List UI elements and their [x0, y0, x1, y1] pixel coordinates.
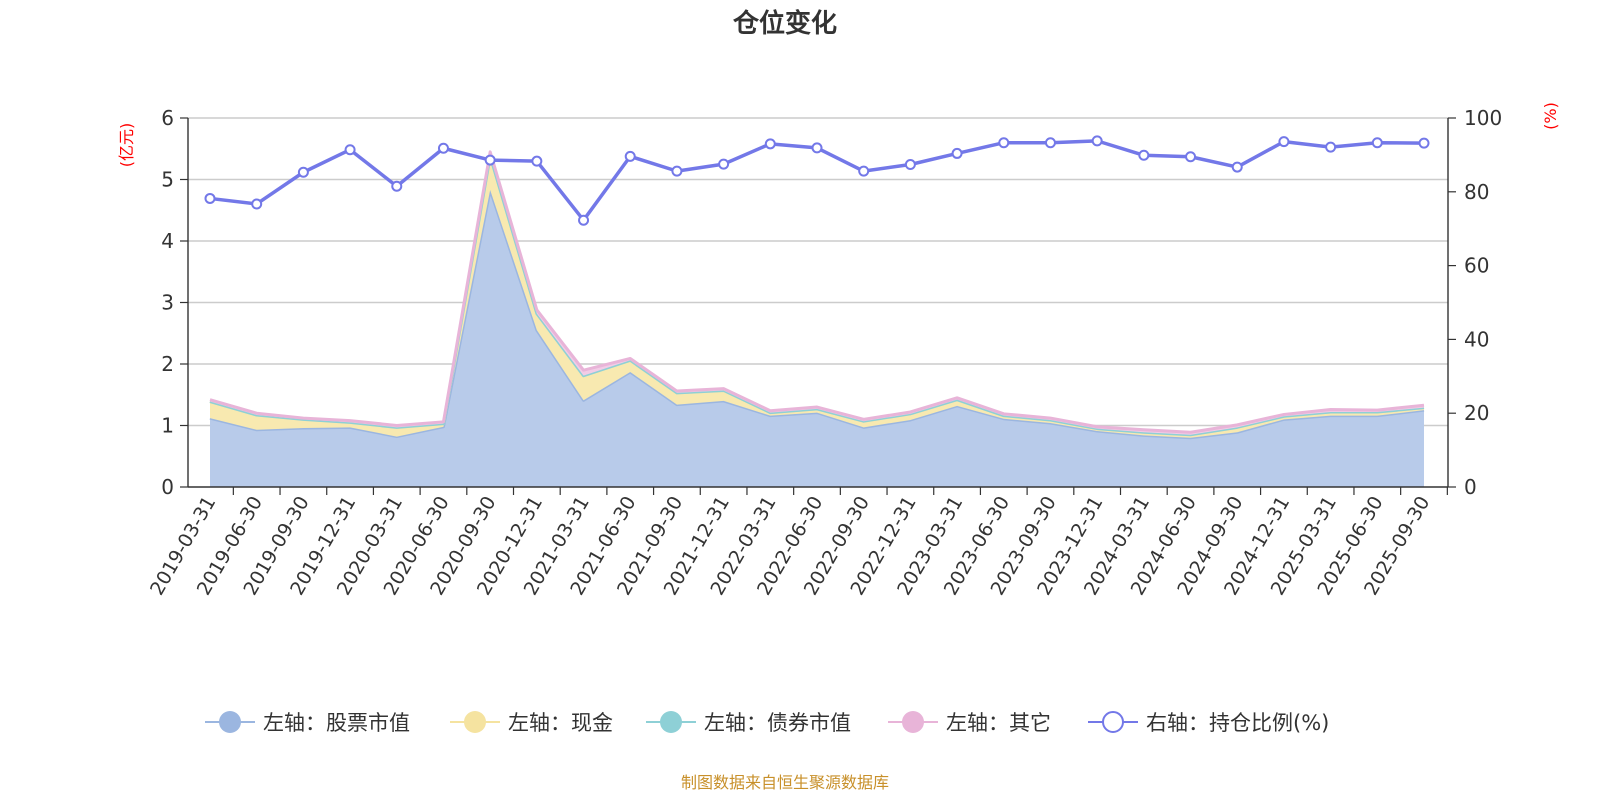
legend-item[interactable]: 左轴：现金 [450, 711, 613, 735]
right-tick-label: 0 [1464, 475, 1477, 499]
area-line-2 [209, 154, 1425, 437]
position-ratio-series [204, 135, 1430, 226]
ratio-point [391, 180, 403, 192]
ratio-point [1278, 136, 1290, 148]
ratio-point [858, 165, 870, 177]
right-tick-label: 40 [1464, 327, 1489, 351]
right-tick-label: 60 [1464, 254, 1489, 278]
ratio-point [531, 155, 543, 167]
legend-label: 左轴：债券市值 [704, 711, 851, 735]
ratio-point [1044, 137, 1056, 149]
ratio-point [1231, 161, 1243, 173]
ratio-point [204, 192, 216, 204]
ratio-point [437, 142, 449, 154]
legend-label: 左轴：现金 [508, 711, 613, 735]
ratio-point [998, 137, 1010, 149]
area-2 [210, 156, 1424, 438]
right-tick-label: 20 [1464, 401, 1489, 425]
legend-label: 右轴：持仓比例(%) [1146, 711, 1329, 735]
ratio-point [764, 138, 776, 150]
ratio-point [1091, 135, 1103, 147]
ratio-point [1138, 149, 1150, 161]
ratio-point [1325, 141, 1337, 153]
stacked-areas [209, 150, 1425, 487]
legend-item[interactable]: 左轴：股票市值 [205, 711, 410, 735]
area-line-4 [209, 150, 1425, 434]
area-1 [210, 189, 1424, 487]
ratio-point [951, 147, 963, 159]
ratio-point [297, 166, 309, 178]
area-line-1 [209, 188, 1425, 440]
grid-lines [188, 117, 1448, 427]
ratio-point [1418, 137, 1430, 149]
ratio-point [251, 198, 263, 210]
legend-item[interactable]: 左轴：其它 [888, 711, 1051, 735]
legend-marker [464, 711, 486, 733]
legend-item[interactable]: 左轴：债券市值 [646, 711, 851, 735]
left-tick-label: 4 [161, 229, 174, 253]
ratio-point [484, 154, 496, 166]
left-tick-label: 3 [161, 291, 174, 315]
ratio-point [344, 144, 356, 156]
left-axis-unit: (亿元) [117, 123, 136, 168]
left-tick-label: 0 [161, 475, 174, 499]
ratio-point [1185, 151, 1197, 163]
area-line-3 [209, 154, 1425, 437]
area-4 [210, 151, 1424, 435]
ratio-point [718, 158, 730, 170]
ratio-point [904, 158, 916, 170]
legend-label: 左轴：其它 [946, 711, 1051, 735]
ratio-point [811, 142, 823, 154]
ratio-point [624, 150, 636, 162]
legend-marker [1102, 711, 1124, 733]
legend-marker [219, 711, 241, 733]
legend: 左轴：股票市值 左轴：现金 左轴：债券市值 左轴：其它 右轴：持仓比例(%) [205, 711, 1329, 735]
source-note: 制图数据来自恒生聚源数据库 [681, 773, 889, 792]
legend-item[interactable]: 右轴：持仓比例(%) [1088, 711, 1329, 735]
right-tick-label: 100 [1464, 106, 1502, 130]
right-axis-unit: (%) [1541, 102, 1560, 130]
chart-title: 仓位变化 [732, 8, 837, 39]
left-tick-label: 6 [161, 106, 174, 130]
left-tick-label: 2 [161, 352, 174, 376]
ratio-point [578, 214, 590, 226]
legend-label: 左轴：股票市值 [263, 711, 410, 735]
ratio-point [671, 165, 683, 177]
legend-marker [660, 711, 682, 733]
legend-marker [902, 711, 924, 733]
left-tick-label: 1 [161, 414, 174, 438]
ratio-point [1371, 137, 1383, 149]
left-tick-label: 5 [161, 168, 174, 192]
right-tick-label: 80 [1464, 180, 1489, 204]
